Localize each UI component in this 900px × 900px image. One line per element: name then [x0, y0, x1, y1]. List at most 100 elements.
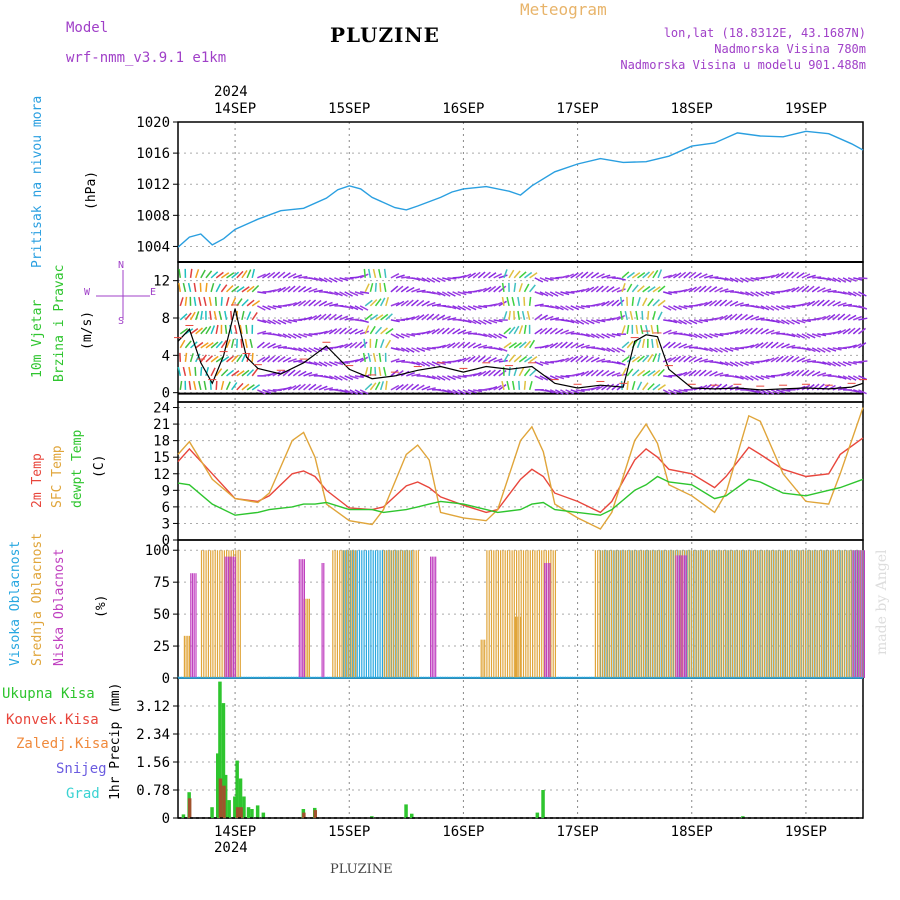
wind-barb — [642, 370, 651, 377]
wind-barb — [323, 361, 333, 367]
wind-barb — [606, 299, 615, 307]
wind-barb — [745, 277, 755, 282]
wind-barb — [637, 271, 646, 279]
wind-barb — [635, 324, 639, 334]
wind-barb — [631, 272, 641, 279]
wind-barb — [734, 375, 744, 380]
wind-barb — [364, 299, 373, 307]
wind-barb — [786, 287, 796, 293]
wind-barb — [745, 291, 754, 297]
precip-legend-snow: Snijeg — [56, 761, 107, 777]
wind-barb — [719, 373, 729, 377]
wind-barb — [405, 299, 414, 307]
wind-barb — [683, 319, 693, 325]
wind-barb — [431, 313, 440, 321]
wind-barb — [636, 339, 642, 349]
wind-barb — [811, 347, 821, 353]
wind-barb — [544, 277, 554, 281]
wind-barb — [781, 371, 790, 377]
wind-barb — [421, 300, 430, 307]
wind-barb — [457, 305, 466, 311]
wind-barb — [729, 330, 739, 335]
wind-barb — [652, 269, 659, 279]
wind-barb — [436, 291, 446, 297]
wind-barb — [575, 305, 585, 310]
wind-barb — [724, 289, 734, 293]
wind-barb — [611, 286, 621, 293]
wind-barb — [308, 299, 317, 307]
wind-barb — [379, 282, 382, 292]
wind-barb — [364, 367, 369, 377]
wind-barb — [426, 329, 436, 335]
wind-barb — [750, 277, 760, 281]
wind-barb — [293, 347, 302, 352]
wind-barb — [277, 286, 286, 293]
precip-bar-0 — [535, 812, 540, 818]
wind-barb — [570, 319, 580, 325]
wind-barb — [436, 344, 447, 349]
wind-barb — [210, 271, 219, 279]
wind-barb — [586, 346, 596, 349]
wind-barb — [369, 382, 377, 391]
wind-barb — [210, 282, 215, 293]
year-bottom: 2024 — [214, 840, 248, 856]
wind-barb — [580, 355, 589, 363]
wind-barb — [467, 342, 476, 349]
wind-barb — [775, 342, 785, 349]
wind-barb — [467, 319, 477, 325]
wind-barb — [287, 333, 297, 339]
wind-barb — [292, 285, 301, 293]
wind-barb — [760, 389, 770, 395]
wind-barb — [770, 305, 780, 311]
wind-barb — [298, 299, 307, 307]
wind-barb — [714, 372, 724, 377]
wind-barb — [508, 366, 511, 376]
temp-tick-label: 15 — [153, 450, 170, 466]
wind-barb — [462, 273, 472, 279]
wind-barb — [246, 311, 252, 321]
cloud-tick-label: 100 — [145, 543, 170, 559]
wind-barb — [668, 389, 677, 395]
year-top: 2024 — [214, 84, 248, 100]
wind-barb — [657, 384, 666, 391]
wind-barb — [806, 285, 815, 293]
wind-barb — [272, 305, 282, 309]
wind-barb — [416, 361, 426, 367]
wind-barb — [231, 354, 239, 363]
wind-barb — [549, 342, 559, 349]
wind-barb — [406, 371, 415, 377]
wind-barb — [575, 389, 585, 393]
wind-barb — [411, 383, 420, 391]
wind-barb — [334, 291, 343, 297]
wind-barb — [478, 344, 488, 349]
wind-barb — [739, 328, 749, 335]
wind-barb — [411, 361, 421, 366]
wind-barb — [318, 300, 328, 307]
wind-barb — [786, 271, 794, 279]
wind-plot — [96, 261, 868, 395]
wind-barb — [765, 357, 775, 363]
wind-barb — [209, 310, 212, 320]
wind-barb — [575, 271, 584, 279]
precip-bar-0 — [238, 778, 243, 818]
temp-unit: (C) — [92, 454, 107, 478]
wind-barb — [853, 361, 863, 364]
wind-barb — [431, 291, 441, 296]
wind-barb — [534, 361, 544, 367]
wind-barb — [827, 289, 837, 293]
wind-barb — [483, 319, 492, 325]
wind-barb — [693, 357, 703, 363]
wind-barb — [426, 277, 436, 283]
wind-barb — [837, 291, 847, 295]
wind-barb — [652, 311, 656, 321]
wind-barb — [452, 341, 461, 349]
wind-barb — [750, 343, 759, 349]
wind-barb — [334, 375, 343, 381]
wind-barb — [524, 356, 533, 363]
wind-barb — [179, 339, 186, 349]
wind-barb — [457, 329, 467, 335]
wind-barb — [372, 352, 377, 363]
wind-barb — [645, 324, 649, 335]
wind-barb — [210, 367, 216, 377]
wind-barb — [591, 385, 600, 391]
